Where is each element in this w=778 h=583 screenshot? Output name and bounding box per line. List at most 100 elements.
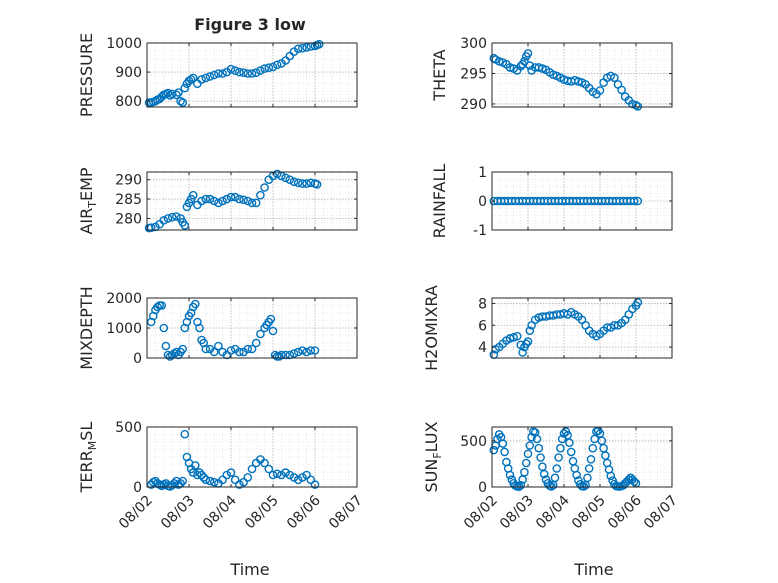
data-point xyxy=(251,198,261,208)
data-point xyxy=(534,443,544,453)
y-tick-label: 280 xyxy=(115,211,142,227)
data-point xyxy=(180,83,190,93)
data-point xyxy=(243,473,253,482)
data-point xyxy=(190,299,200,309)
data-point xyxy=(277,470,286,480)
data-point xyxy=(256,190,265,200)
data-point xyxy=(306,346,316,355)
y-tick-label: 295 xyxy=(460,66,487,82)
data-point xyxy=(285,470,295,480)
data-point xyxy=(281,468,290,477)
data-point xyxy=(586,454,596,464)
data-point xyxy=(293,347,303,357)
y-axis-label: THETA xyxy=(430,49,449,101)
data-point xyxy=(172,90,181,100)
data-point xyxy=(498,439,508,448)
data-point xyxy=(548,70,558,79)
axes-box xyxy=(491,426,673,488)
data-point xyxy=(538,64,547,73)
data-point xyxy=(281,350,290,360)
y-axis-label-subscript: T xyxy=(86,201,99,209)
mixdepth-panel: 0 1000 2000 MIXDEPTH xyxy=(77,286,358,370)
data-point xyxy=(512,331,522,341)
data-point xyxy=(176,96,185,106)
data-point xyxy=(298,43,307,53)
data-point xyxy=(532,434,542,444)
data-point xyxy=(606,471,616,481)
data-point xyxy=(201,194,211,204)
y-tick-label: 0 xyxy=(478,480,487,496)
data-point xyxy=(298,346,307,355)
y-axis-label: PRESSURE xyxy=(77,33,96,117)
data-point xyxy=(536,453,545,462)
data-point xyxy=(293,44,303,54)
data-point xyxy=(218,475,227,485)
data-point xyxy=(306,475,316,485)
data-point xyxy=(226,346,236,355)
data-point xyxy=(243,196,253,206)
data-point xyxy=(293,475,303,485)
data-point xyxy=(226,192,236,202)
data-point xyxy=(243,69,253,78)
y-axis-label: MIXDEPTH xyxy=(77,286,96,369)
data-point xyxy=(205,476,215,486)
data-point xyxy=(521,458,531,468)
data-point xyxy=(260,64,269,73)
y-tick-label: 8 xyxy=(478,296,487,312)
y-axis-label-rest: EMP xyxy=(77,167,96,201)
x-axis-label-right: Time xyxy=(573,560,613,579)
data-point xyxy=(230,66,240,75)
pressure-panel: 800 900 1000 PRESSURE xyxy=(77,33,358,117)
data-point xyxy=(266,314,276,324)
data-point xyxy=(230,192,240,202)
data-point xyxy=(214,198,223,208)
data-point xyxy=(289,473,299,482)
theta-panel: 290 295 300 THETA xyxy=(430,36,673,113)
y-tick-label: 4 xyxy=(478,340,487,356)
data-point xyxy=(178,344,187,354)
data-point xyxy=(157,301,166,310)
data-point xyxy=(285,350,295,360)
data-point xyxy=(222,194,232,204)
data-point xyxy=(302,179,311,188)
data-point xyxy=(272,60,282,70)
data-point xyxy=(159,215,169,225)
data-point xyxy=(230,475,240,485)
data-point xyxy=(500,447,509,457)
data-point xyxy=(565,438,574,448)
data-point xyxy=(153,302,162,312)
data-point xyxy=(302,470,311,480)
data-point xyxy=(163,88,173,98)
data-point xyxy=(523,49,533,58)
axes-box xyxy=(146,426,358,488)
axes-box xyxy=(491,42,673,108)
data-point xyxy=(165,91,175,100)
data-point xyxy=(251,68,261,77)
y-axis-label: SUNFLUX xyxy=(422,421,444,492)
data-point xyxy=(521,339,531,349)
data-point xyxy=(163,214,173,223)
data-point xyxy=(197,75,206,84)
data-point xyxy=(633,102,643,111)
data-point xyxy=(588,443,598,453)
data-point xyxy=(235,194,244,204)
data-point xyxy=(489,445,499,455)
axes-box xyxy=(146,171,358,231)
data-point xyxy=(178,98,187,107)
data-point xyxy=(595,86,605,95)
data-point xyxy=(516,480,526,490)
data-point xyxy=(525,441,535,450)
data-point xyxy=(633,196,643,206)
y-tick-label: 500 xyxy=(115,420,142,436)
data-point xyxy=(277,350,286,360)
y-axis-label-subscript: M xyxy=(86,441,99,451)
y-axis-label: H2OMIXRA xyxy=(422,285,441,371)
y-tick-label: 900 xyxy=(115,65,142,81)
data-point xyxy=(180,429,190,439)
y-tick-label: 0 xyxy=(133,351,142,367)
data-point xyxy=(583,473,592,483)
data-point xyxy=(209,477,219,487)
data-point xyxy=(256,66,265,75)
y-axis-label: AIRTEMP xyxy=(77,167,99,234)
data-point xyxy=(617,85,626,95)
